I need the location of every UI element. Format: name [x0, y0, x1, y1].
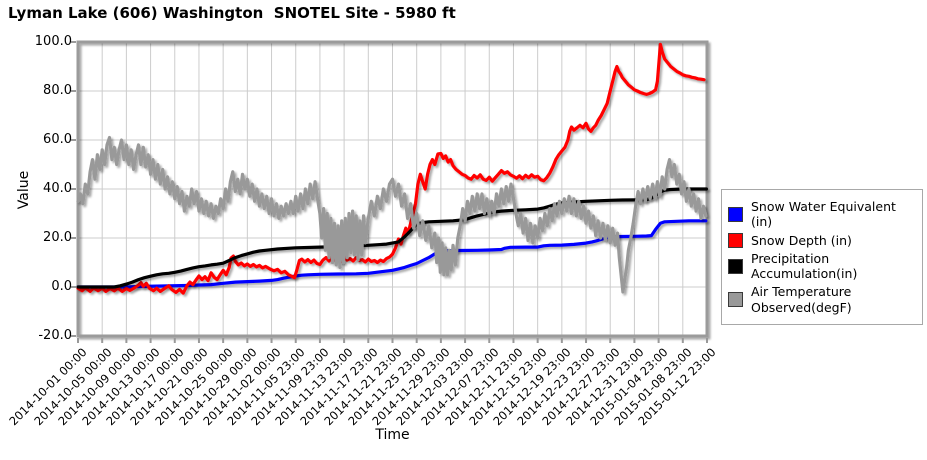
- y-tick-label: 60.0: [43, 132, 72, 147]
- legend-item-snow-depth-in: Snow Depth (in): [728, 233, 917, 248]
- y-tick-label: 100.0: [34, 34, 72, 49]
- y-tick-label: 0.0: [51, 279, 72, 294]
- legend-item-snow-water-equivalent-in: Snow Water Equivalent (in): [728, 199, 917, 230]
- legend-swatch-air-temperature-observed-degf: [728, 292, 743, 307]
- legend-label: Precipitation Accumulation(in): [751, 250, 858, 281]
- legend-swatch-precipitation-accumulation-in: [728, 258, 743, 274]
- legend-swatch-snow-water-equivalent-in: [728, 206, 743, 222]
- series-line-air-temperature-observed-degf: [76, 135, 708, 294]
- axis-ticks: [71, 41, 708, 343]
- legend-label: Snow Water Equivalent (in): [751, 199, 896, 230]
- y-axis-title: Value: [16, 170, 32, 210]
- chart-legend: Snow Water Equivalent (in) Snow Depth (in…: [721, 189, 923, 325]
- legend-item-air-temperature-observed-degf: Air Temperature Observed(degF): [728, 284, 917, 315]
- legend-label: Snow Depth (in): [751, 232, 852, 248]
- legend-label: Air Temperature Observed(degF): [751, 284, 852, 315]
- x-axis-title: Time: [375, 427, 410, 443]
- y-tick-label: 20.0: [43, 230, 72, 245]
- data-series: [76, 42, 709, 295]
- legend-item-precipitation-accumulation-in: Precipitation Accumulation(in): [728, 251, 917, 282]
- chart-title: Lyman Lake (606) Washington SNOTEL Site …: [8, 4, 456, 22]
- y-tick-label: 40.0: [43, 181, 72, 196]
- y-tick-label: -20.0: [38, 328, 72, 343]
- y-tick-label: 80.0: [43, 83, 72, 98]
- legend-swatch-snow-depth-in: [728, 232, 743, 248]
